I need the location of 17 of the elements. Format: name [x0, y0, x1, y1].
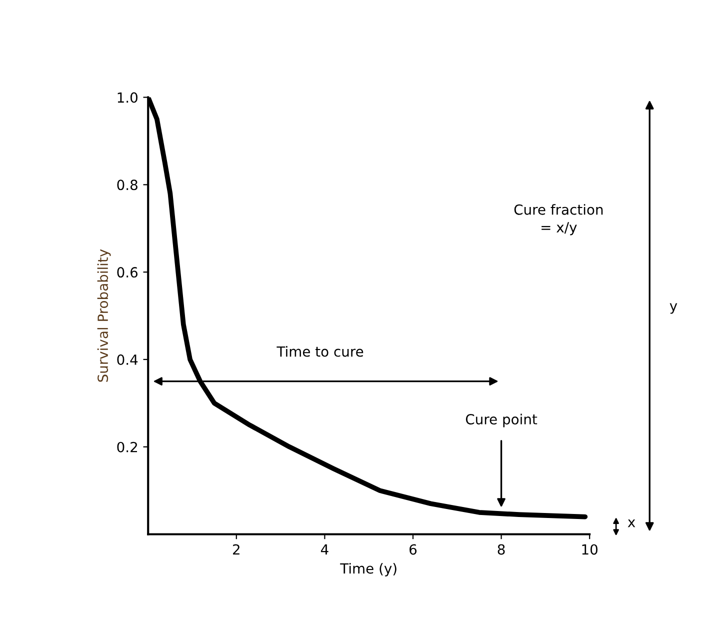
y-tick-label: 0.6	[117, 267, 138, 278]
y-tick-label: 0.4	[117, 354, 138, 365]
x-tick-label: 8	[498, 544, 505, 555]
y-axis-title: Survival Probability	[97, 249, 111, 382]
annotation: Cure fraction = x/y	[514, 204, 603, 236]
y-tick-label: 1.0	[118, 92, 138, 103]
x-tick-label: 10	[582, 544, 598, 555]
x-tick-label: 6	[410, 544, 417, 555]
text: x	[628, 520, 636, 528]
x-tick-label: 4	[320, 544, 328, 555]
annotation: Cure point	[466, 414, 538, 428]
y-tick-label: 0.8	[117, 180, 138, 190]
x-axis-title: Time (y)	[340, 562, 396, 576]
annotation: Time to cure	[276, 346, 364, 357]
x-tick-label: 2	[233, 544, 240, 555]
text: y	[670, 303, 678, 314]
y-tick-label: 0.2	[117, 442, 137, 452]
